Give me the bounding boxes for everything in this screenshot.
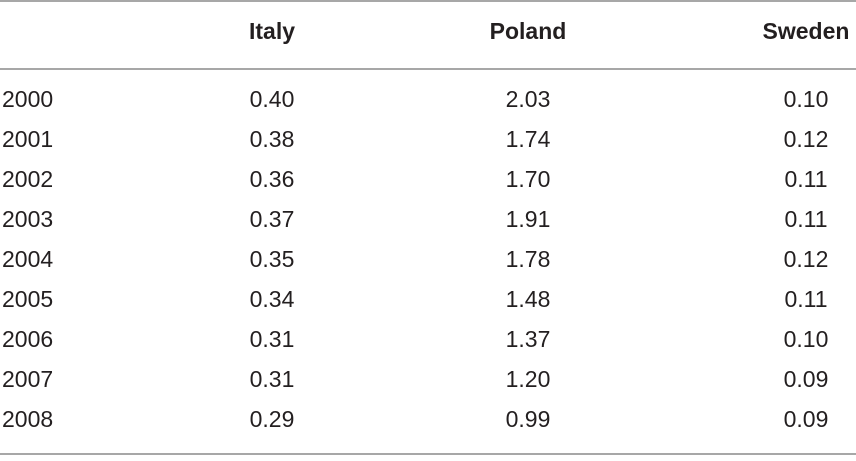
cell: 0.38 [250, 126, 295, 152]
row-label: 2003 [2, 206, 53, 232]
cell: 0.37 [250, 206, 295, 232]
row-label: 2004 [2, 246, 53, 272]
cell: 1.91 [506, 206, 551, 232]
cell: 0.11 [784, 166, 827, 192]
column-header: Sweden [763, 18, 850, 44]
cell: 0.34 [250, 286, 295, 312]
cell: 1.37 [506, 326, 551, 352]
row-label: 2006 [2, 326, 53, 352]
cell: 0.35 [250, 246, 295, 272]
cell: 0.36 [250, 166, 295, 192]
cell: 0.09 [784, 366, 829, 392]
cell: 0.31 [250, 366, 295, 392]
cell: 0.12 [784, 246, 829, 272]
cell: 0.09 [784, 406, 829, 432]
cell: 2.03 [506, 86, 551, 112]
row-label: 2001 [2, 126, 53, 152]
cell: 0.10 [784, 326, 829, 352]
row-label: 2007 [2, 366, 53, 392]
row-label: 2008 [2, 406, 53, 432]
cell: 1.70 [506, 166, 551, 192]
row-label: 2000 [2, 86, 53, 112]
cell: 0.29 [250, 406, 295, 432]
row-label: 2005 [2, 286, 53, 312]
column-header: Poland [490, 18, 567, 44]
cell: 0.11 [784, 286, 827, 312]
cell: 0.99 [506, 406, 551, 432]
cell: 1.48 [506, 286, 551, 312]
cell: 0.12 [784, 126, 829, 152]
cell: 1.74 [506, 126, 551, 152]
row-label: 2002 [2, 166, 53, 192]
cell: 0.10 [784, 86, 829, 112]
cell: 0.40 [250, 86, 295, 112]
cell: 1.78 [506, 246, 551, 272]
cell: 1.20 [506, 366, 551, 392]
column-header: Italy [249, 18, 295, 44]
cell: 0.11 [784, 206, 827, 232]
cell: 0.31 [250, 326, 295, 352]
